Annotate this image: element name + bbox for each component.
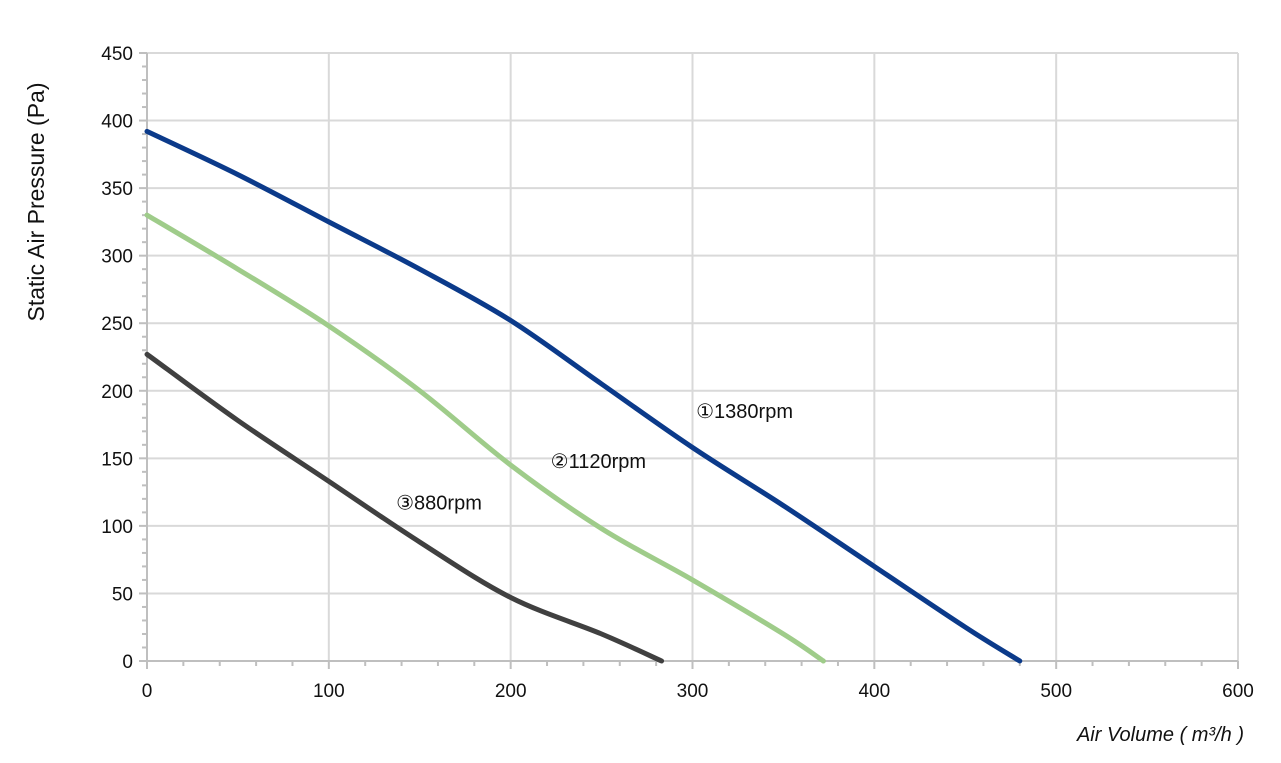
y-tick-label: 0: [122, 652, 133, 673]
series-line-2: [144, 212, 826, 664]
x-tick-label: 500: [1040, 681, 1072, 702]
y-tick-label: 250: [101, 314, 133, 335]
x-tick-label: 400: [858, 681, 890, 702]
y-tick-label: 450: [101, 44, 133, 65]
series-label-1: ①1380rpm: [696, 401, 793, 423]
series-line-3: [144, 351, 665, 664]
x-tick-label: 200: [495, 681, 527, 702]
y-tick-label: 150: [101, 449, 133, 470]
series-line-1: [144, 128, 1023, 664]
x-axis-title: Air Volume ( m³/h ): [1076, 724, 1244, 746]
y-tick-label: 300: [101, 247, 133, 268]
minor-ticks: [139, 52, 1239, 669]
tick-labels: 0 100 200 300 400 500 600 0 50 100 150 200 250 300 350…: [101, 44, 1254, 702]
series-label-2: ②1120rpm: [551, 451, 646, 473]
series-label-3: ③880rpm: [396, 493, 482, 515]
y-tick-label: 400: [101, 112, 133, 133]
x-tick-label: 300: [677, 681, 709, 702]
x-tick-label: 0: [142, 681, 153, 702]
y-tick-label: 100: [101, 517, 133, 538]
x-tick-label: 600: [1222, 681, 1254, 702]
y-axis-title: Static Air Pressure (Pa): [23, 82, 49, 321]
y-tick-label: 200: [101, 382, 133, 403]
x-tick-label: 100: [313, 681, 345, 702]
series-lines: [144, 128, 1023, 664]
series-labels: ①1380rpm ②1120rpm ③880rpm: [396, 401, 793, 515]
grid: [146, 52, 1239, 662]
y-tick-label: 50: [112, 584, 133, 605]
y-tick-label: 350: [101, 179, 133, 200]
